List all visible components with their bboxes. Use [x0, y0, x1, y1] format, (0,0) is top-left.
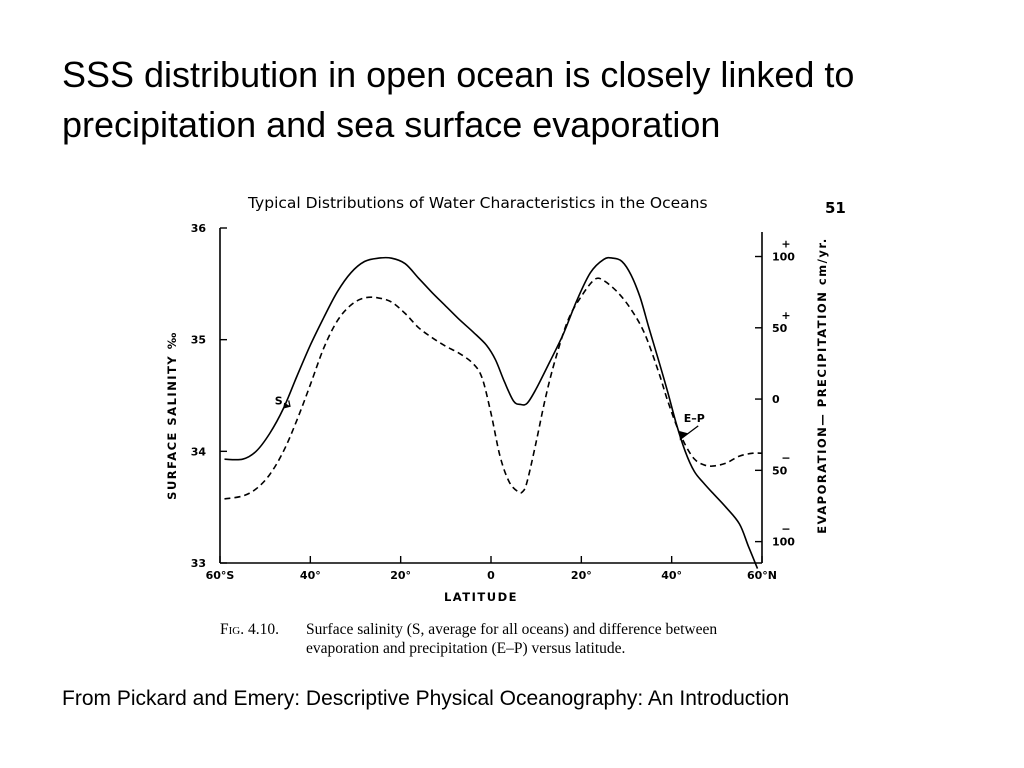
left-y-tick-label-2: 35	[191, 334, 206, 347]
right-y-tick-sign-4: −	[781, 523, 790, 536]
slide-title: SSS distribution in open ocean is closel…	[62, 50, 992, 150]
left-y-tick-label-3: 36	[191, 222, 207, 235]
caption-figure-number: Fig. 4.10.	[220, 621, 279, 638]
right-y-tick-sign-1: +	[781, 309, 790, 322]
left-y-tick-label-0: 33	[191, 557, 206, 570]
x-tick-label-0: 60°S	[206, 569, 235, 582]
slide-title-line2: precipitation and sea surface evaporatio…	[62, 104, 721, 145]
series-s-arrowhead	[283, 402, 291, 409]
right-y-tick-sign-0: +	[781, 238, 790, 251]
x-tick-label-4: 20°	[571, 569, 592, 582]
x-tick-label-1: 40°	[300, 569, 321, 582]
right-y-axis-title: EVAPORATION— PRECIPITATION cm/yr.	[815, 237, 829, 533]
right-y-tick-label-0: 100	[772, 251, 795, 264]
caption-line1: Surface salinity (S, average for all oce…	[306, 621, 718, 638]
figure-caption: Fig. 4.10. Surface salinity (S, average f…	[220, 620, 717, 658]
series-label-0: S	[275, 394, 283, 407]
salinity-chart: 60°S 40° 20° 0 20° 40° 60°N33343536100+50+050−…	[165, 222, 829, 604]
right-y-tick-label-3: 50	[772, 464, 788, 477]
right-y-tick-sign-3: −	[781, 451, 790, 464]
series-s-leader-arrow	[288, 400, 291, 407]
left-y-tick-label-1: 34	[191, 445, 207, 458]
caption-line2: evaporation and precipitation (E–P) vers…	[306, 640, 626, 657]
x-axis-title: LATITUDE	[444, 590, 518, 604]
x-tick-label-5: 40°	[661, 569, 682, 582]
right-y-tick-label-2: 0	[772, 393, 780, 406]
figure-header: Typical Distributions of Water Character…	[248, 194, 708, 212]
right-y-tick-label-4: 100	[772, 536, 795, 549]
x-tick-label-6: 60°N	[747, 569, 777, 582]
left-y-axis-title: SURFACE SALINITY ‰	[165, 331, 179, 500]
series-label-1: E–P	[684, 412, 705, 425]
figure-panel: Typical Distributions of Water Character…	[150, 180, 870, 670]
series-e-p-arrowhead	[679, 431, 688, 441]
figure-page-number: 51	[825, 199, 846, 217]
x-tick-label-3: 0	[487, 569, 495, 582]
right-y-tick-label-1: 50	[772, 322, 788, 335]
source-citation: From Pickard and Emery: Descriptive Phys…	[62, 687, 790, 710]
slide-title-line1: SSS distribution in open ocean is closel…	[62, 54, 855, 95]
x-tick-label-2: 20°	[390, 569, 411, 582]
series-line-e-p	[224, 277, 763, 500]
